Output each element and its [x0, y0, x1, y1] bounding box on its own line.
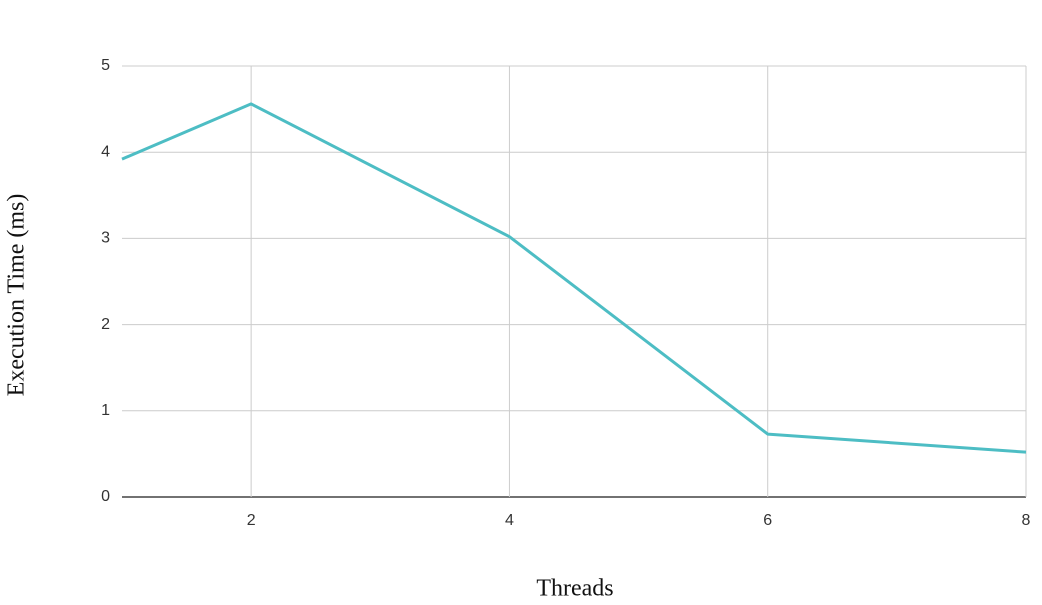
x-tick-label: 2	[247, 512, 256, 529]
y-tick-label: 4	[101, 143, 110, 160]
y-tick-label: 0	[101, 488, 110, 505]
y-axis-label: Execution Time (ms)	[4, 194, 30, 397]
x-tick-label: 8	[1022, 512, 1031, 529]
x-tick-label: 4	[505, 512, 514, 529]
x-tick-label: 6	[763, 512, 772, 529]
y-tick-label: 2	[101, 316, 110, 333]
y-tick-label: 1	[101, 402, 110, 419]
y-tick-label: 3	[101, 230, 110, 247]
x-axis-label: Threads	[536, 576, 613, 602]
data-line	[121, 102, 1027, 454]
y-tick-label: 5	[101, 57, 110, 74]
